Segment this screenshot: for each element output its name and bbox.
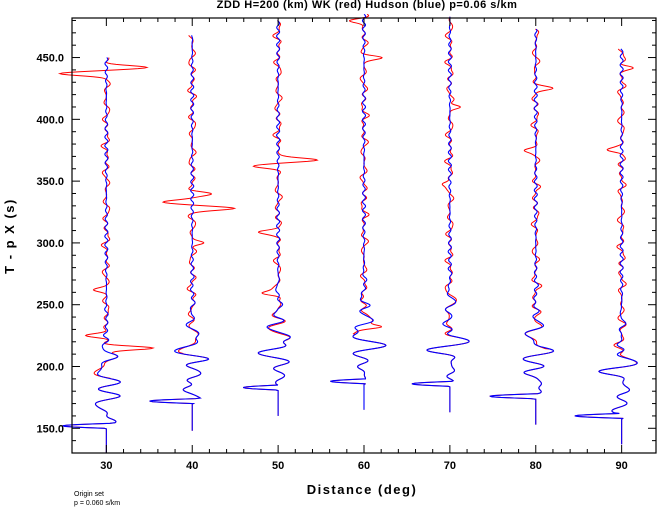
trace-hudson-30deg — [62, 57, 121, 453]
trace-wk-90deg — [574, 48, 638, 445]
trace-hudson-80deg — [489, 28, 555, 425]
x-tick-label: 50 — [272, 460, 284, 472]
y-axis-label: T - p X (s) — [2, 198, 17, 274]
x-tick-label: 80 — [530, 460, 542, 472]
trace-wk-50deg — [243, 20, 319, 416]
x-tick-label: 90 — [616, 460, 628, 472]
trace-wk-80deg — [489, 28, 555, 425]
chart-title: ZDD H=200 (km) WK (red) Hudson (blue) p=… — [217, 0, 518, 11]
y-tick-label: 350.0 — [36, 176, 64, 188]
y-axis-ticks: 150.0 200.0 250.0 300.0 350.0 400.0 450.0 — [36, 19, 656, 454]
y-tick-label: 150.0 — [36, 423, 64, 435]
trace-hudson-60deg — [330, 13, 387, 410]
x-axis-ticks: 30 40 50 60 70 80 90 — [100, 18, 628, 472]
trace-layer — [57, 13, 638, 453]
trace-hudson-70deg — [411, 16, 470, 413]
x-tick-label: 70 — [444, 460, 456, 472]
y-tick-label: 250.0 — [36, 300, 64, 312]
x-tick-label: 40 — [186, 460, 198, 472]
trace-wk-60deg — [330, 13, 387, 410]
y-tick-label: 300.0 — [36, 238, 64, 250]
y-tick-label: 200.0 — [36, 361, 64, 373]
y-tick-label: 400.0 — [36, 114, 64, 126]
x-tick-label: 60 — [358, 460, 370, 472]
trace-hudson-50deg — [243, 20, 291, 416]
trace-hudson-40deg — [149, 35, 210, 431]
y-tick-label: 450.0 — [36, 53, 64, 65]
trace-hudson-90deg — [574, 48, 638, 445]
x-axis-label: Distance (deg) — [307, 482, 418, 497]
footnote-slowness: p = 0.060 s/km — [74, 500, 120, 507]
x-tick-label: 30 — [100, 460, 112, 472]
footnote-origin: Origin set — [74, 491, 104, 498]
